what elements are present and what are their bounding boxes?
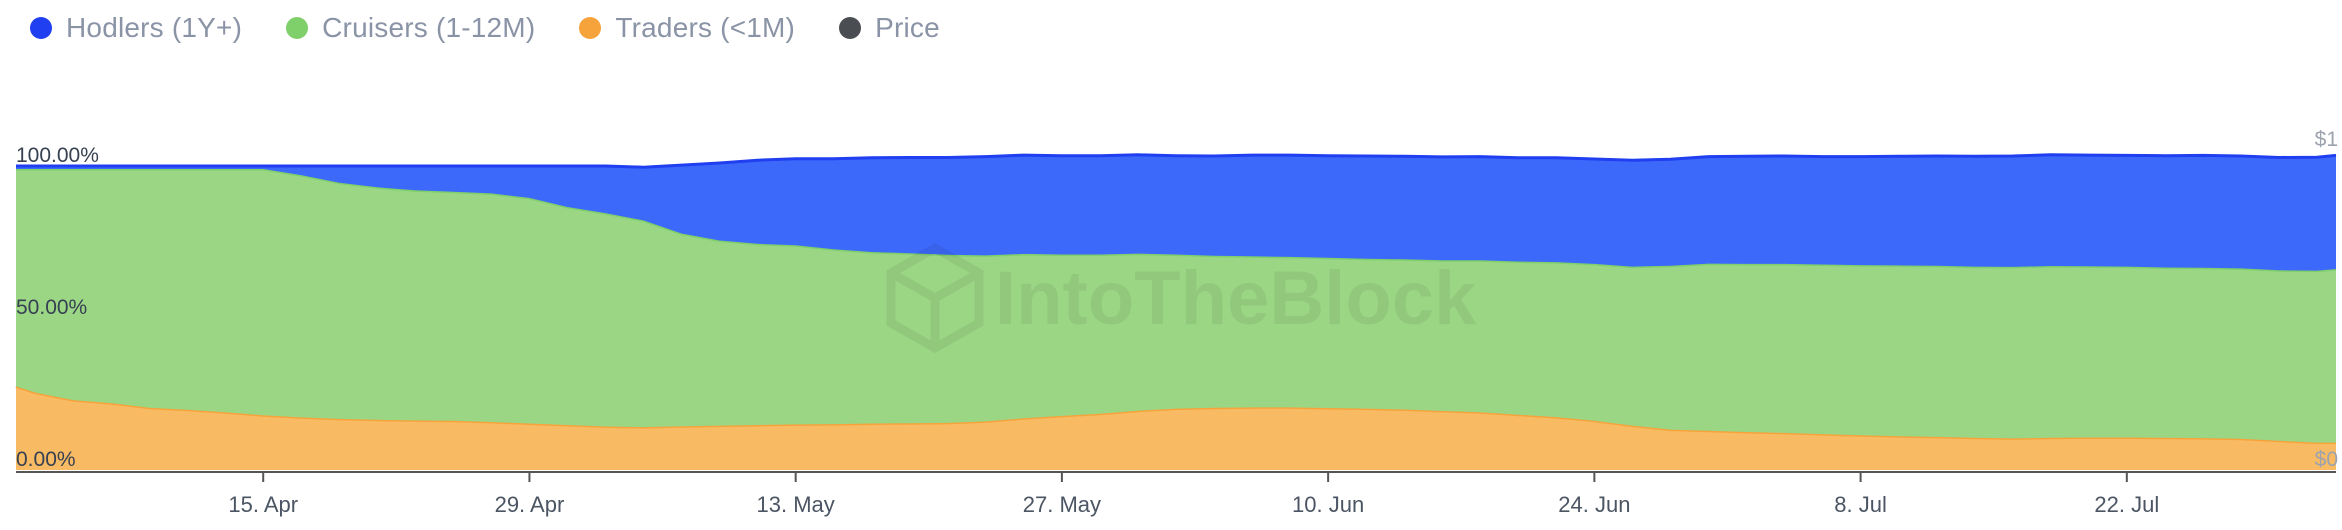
watermark-text: IntoTheBlock [995,256,1477,341]
legend-traders-label: Traders (<1M) [615,12,796,43]
chart-legend: Hodlers (1Y+) Cruisers (1-12M) Traders (… [30,8,940,48]
area-traders [16,386,2336,470]
x-axis: 15. Apr 29. Apr 13. May 27. May 10. Jun 24. J… [228,472,2159,517]
y-axis: 100.00% 50.00% 0.00% [16,144,99,471]
x-tick-label: 24. Jun [1558,492,1630,517]
watermark: IntoTheBlock [886,242,1477,354]
legend-cruisers-dot-icon [286,17,309,39]
x-tick-label: 29. Apr [495,492,565,517]
legend-item-cruisers[interactable]: Cruisers (1-12M) [286,12,535,44]
right-axis-bottom-label: $0 [2315,448,2338,471]
series-line-hodlers[interactable] [16,153,2337,169]
legend-cruisers-label: Cruisers (1-12M) [322,12,536,43]
legend-item-price[interactable]: Price [839,12,940,44]
area-layer [15,153,2337,470]
area-hodlers [16,154,2336,271]
x-tick-label: 15. Apr [228,492,298,517]
y-tick-label: 0.00% [16,448,76,471]
x-tick-label: 10. Jun [1292,492,1364,517]
legend-traders-dot-icon [579,17,602,39]
x-tick-label: 13. May [757,492,835,517]
y-tick-label: 50.00% [16,296,87,319]
watermark-logo-icon [886,242,984,354]
legend-hodlers-dot-icon [30,17,52,39]
right-axis-top-label: $1 [2315,128,2338,151]
x-tick-label: 8. Jul [1834,492,1887,517]
legend-item-hodlers[interactable]: Hodlers (1Y+) [30,12,242,44]
x-tick-label: 27. May [1023,492,1101,517]
area-cruisers [16,169,2336,443]
y-tick-label: 100.00% [16,144,99,167]
legend-hodlers-label: Hodlers (1Y+) [66,12,243,43]
x-tick-label: 22. Jul [2094,492,2159,517]
legend-item-traders[interactable]: Traders (<1M) [579,12,795,44]
legend-price-label: Price [875,12,940,43]
legend-price-dot-icon [839,17,862,39]
